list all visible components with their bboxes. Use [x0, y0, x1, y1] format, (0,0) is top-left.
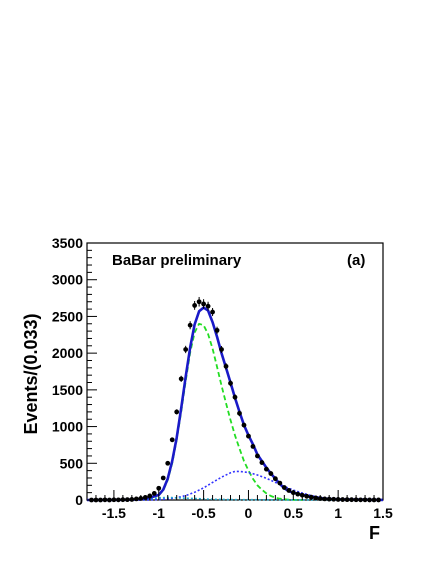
plot-border [86, 242, 384, 501]
data-point [277, 480, 283, 486]
series-line-total [87, 306, 384, 502]
annotation-panel-label: (a) [347, 252, 365, 269]
data-point [263, 466, 269, 472]
y-tick-label: 3500 [52, 235, 83, 251]
y-tick-label: 1000 [52, 419, 83, 435]
data-point [322, 496, 328, 502]
series-line-component_3 [87, 496, 383, 501]
x-tick-label: 0.5 [284, 505, 304, 521]
data-point [115, 497, 121, 503]
data-point [165, 460, 171, 466]
x-tick-label: -0.5 [192, 505, 216, 521]
x-tick-label: -1 [153, 505, 166, 521]
data-point [367, 497, 372, 503]
data-point [133, 496, 139, 502]
x-axis-label: F [369, 523, 380, 543]
data-point [268, 471, 274, 476]
data-point [340, 497, 346, 502]
data-point [304, 493, 310, 499]
data-point [196, 299, 202, 305]
data-point [281, 485, 287, 490]
x-tick-label: 1 [334, 505, 342, 521]
data-point [259, 460, 265, 465]
data-point [376, 497, 381, 503]
data-point [160, 475, 166, 481]
annotation-experiment: BaBar preliminary [112, 252, 242, 269]
y-tick-label: 1500 [52, 382, 83, 398]
data-point [358, 497, 363, 503]
data-point [286, 488, 292, 493]
data-point [183, 347, 189, 352]
axes-ticks-layer: -1.5 -1 -0.5 0 0.5 1 1.5 0 500 1000 1500 2000 2500 30… [52, 235, 393, 521]
series-line-component_1 [87, 322, 303, 501]
data-point [107, 497, 112, 503]
data-point [169, 437, 175, 443]
data-point [232, 394, 238, 400]
data-point [156, 485, 162, 491]
y-tick-label: 2000 [52, 345, 83, 361]
data-point [205, 303, 211, 309]
data-point [313, 495, 319, 501]
y-axis-label: Events/(0.033) [21, 313, 41, 434]
data-point [178, 376, 184, 382]
data-point [228, 380, 233, 386]
data-point [219, 347, 224, 352]
x-tick-label: -1.5 [102, 505, 126, 521]
data-point [295, 491, 301, 497]
data-point [187, 322, 193, 328]
data-point [246, 433, 251, 439]
data-point [255, 453, 260, 459]
data-point [192, 303, 198, 308]
y-tick-label: 3000 [52, 272, 83, 288]
x-tick-label: 0 [245, 505, 253, 521]
y-tick-label: 500 [60, 455, 84, 471]
y-tick-label: 2500 [52, 308, 83, 324]
data-point [223, 363, 229, 369]
data-point [124, 497, 130, 503]
series-layer [87, 306, 384, 502]
x-tick-label: 1.5 [373, 505, 393, 521]
data-point [98, 497, 103, 503]
data-point [237, 410, 242, 416]
data-point [331, 496, 337, 502]
data-point [210, 309, 215, 315]
data-points-layer [89, 296, 381, 503]
data-point [349, 497, 355, 503]
data-point [142, 495, 148, 500]
y-tick-label: 0 [75, 492, 83, 508]
data-point [214, 327, 220, 333]
data-point [272, 476, 278, 482]
data-point [174, 409, 180, 415]
plot-frame [86, 242, 384, 501]
data-point [201, 301, 207, 307]
data-point [250, 443, 256, 449]
data-point [241, 422, 247, 428]
data-point [151, 490, 157, 496]
